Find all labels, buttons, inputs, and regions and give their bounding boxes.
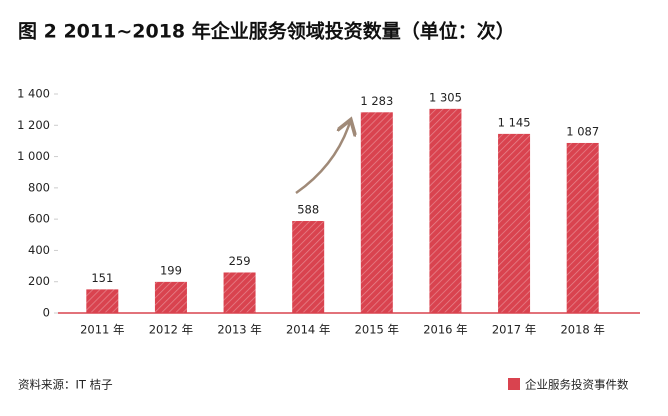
bar-hatch [86, 289, 119, 313]
x-tick-label: 2017 年 [492, 323, 536, 337]
y-tick-label: 600 [28, 212, 50, 226]
trend-arrow [295, 122, 350, 195]
bar-hatch [566, 142, 599, 313]
value-label: 1 087 [566, 124, 599, 138]
source-note: 资料来源：IT 桔子 [18, 378, 113, 392]
bar-hatch [154, 281, 187, 313]
value-label: 588 [297, 203, 319, 217]
bar-hatch [498, 133, 531, 313]
chart-title: 图 2 2011~2018 年企业服务领域投资数量（单位：次） [18, 20, 515, 43]
value-label: 1 145 [498, 115, 531, 129]
x-tick-label: 2015 年 [355, 323, 399, 337]
y-tick-label: 800 [28, 180, 50, 194]
value-label: 1 283 [360, 94, 393, 108]
bar-hatch [360, 112, 393, 313]
legend-label: 企业服务投资事件数 [525, 378, 629, 392]
y-tick-label: 1 000 [17, 149, 50, 163]
x-tick-label: 2013 年 [217, 323, 261, 337]
y-tick-label: 1 400 [17, 87, 50, 101]
value-label: 1 305 [429, 90, 462, 104]
x-tick-label: 2012 年 [149, 323, 193, 337]
bar-hatch [223, 272, 256, 313]
y-tick-label: 400 [28, 243, 50, 257]
legend-swatch [508, 378, 520, 390]
x-tick-label: 2018 年 [560, 323, 604, 337]
value-label: 151 [91, 271, 113, 285]
bar-hatch [292, 221, 325, 313]
y-tick-label: 1 200 [17, 118, 50, 132]
x-tick-label: 2011 年 [80, 323, 124, 337]
x-tick-label: 2014 年 [286, 323, 330, 337]
y-tick-label: 0 [43, 306, 50, 320]
y-tick-label: 200 [28, 274, 50, 288]
value-label: 199 [160, 263, 182, 277]
x-tick-label: 2016 年 [423, 323, 467, 337]
value-label: 259 [229, 254, 251, 268]
bar-hatch [429, 108, 462, 313]
